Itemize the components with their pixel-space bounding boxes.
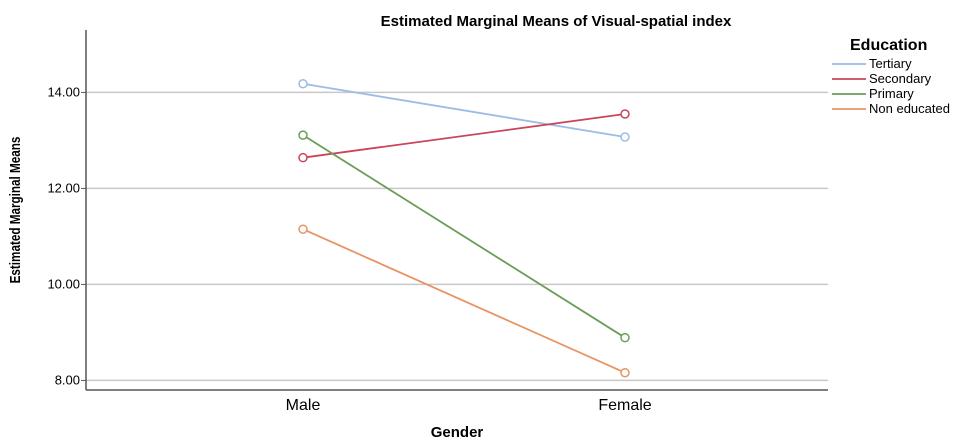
x-axis-ticks: Male Female bbox=[286, 397, 652, 414]
y-tick-label: 10.00 bbox=[47, 276, 80, 291]
series-tertiary bbox=[298, 79, 630, 142]
y-tick-label: 14.00 bbox=[47, 84, 80, 99]
axes bbox=[85, 30, 828, 391]
legend-label: Tertiary bbox=[869, 56, 912, 71]
series-line bbox=[302, 113, 626, 159]
x-axis-title: Gender bbox=[431, 424, 484, 441]
legend-label: Secondary bbox=[869, 71, 932, 86]
series-line bbox=[302, 82, 626, 138]
y-axis-ticks: 8.00 10.00 12.00 14.00 bbox=[47, 84, 86, 387]
data-point bbox=[620, 332, 630, 343]
data-point bbox=[620, 132, 630, 142]
chart-title: Estimated Marginal Means of Visual-spati… bbox=[381, 13, 732, 30]
data-point bbox=[298, 224, 308, 234]
series-non-educated bbox=[298, 224, 630, 378]
x-tick-label: Female bbox=[598, 397, 651, 414]
series-primary bbox=[298, 130, 630, 343]
series-secondary bbox=[298, 109, 630, 163]
series-lines bbox=[298, 79, 630, 378]
x-tick-label: Male bbox=[286, 397, 321, 414]
legend-title: Education bbox=[850, 37, 927, 54]
data-point bbox=[620, 109, 630, 119]
series-line bbox=[302, 134, 626, 339]
data-point bbox=[620, 367, 630, 378]
series-line bbox=[302, 228, 626, 374]
data-point bbox=[298, 79, 308, 89]
legend-label: Primary bbox=[869, 86, 914, 101]
y-tick-label: 12.00 bbox=[47, 180, 80, 195]
y-axis-title: Estimated Marginal Means bbox=[7, 137, 24, 284]
data-point bbox=[298, 152, 308, 163]
data-point bbox=[298, 130, 308, 140]
legend-label: Non educated bbox=[869, 101, 950, 116]
gridlines bbox=[86, 91, 828, 382]
y-tick-label: 8.00 bbox=[55, 372, 80, 387]
